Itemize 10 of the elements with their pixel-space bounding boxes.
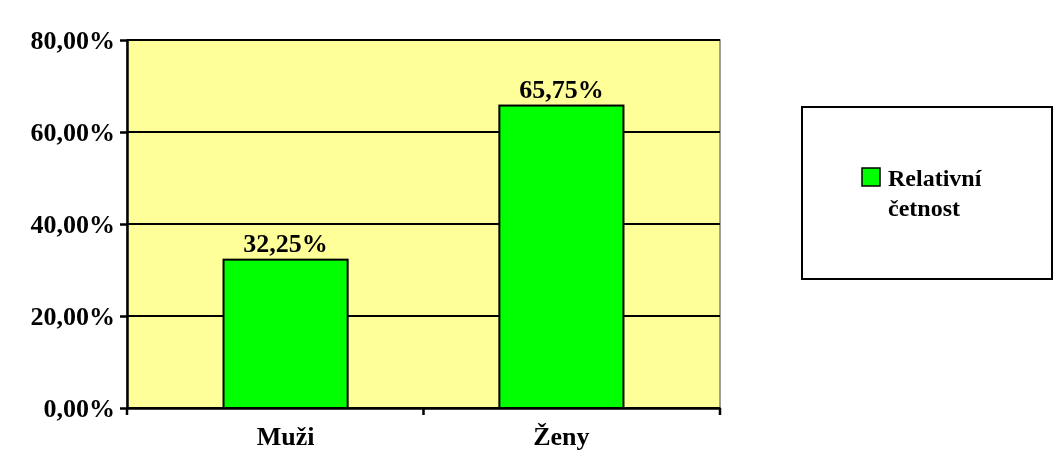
x-tick-label: Ženy xyxy=(533,422,590,452)
y-tick-label: 0,00% xyxy=(43,393,115,423)
y-tick-label: 80,00% xyxy=(30,25,115,55)
y-tick-label: 20,00% xyxy=(30,301,115,331)
data-label: 32,25% xyxy=(243,228,328,258)
legend-label: Relativní četnost xyxy=(888,165,982,221)
y-tick-label: 60,00% xyxy=(30,117,115,147)
y-tick-label: 40,00% xyxy=(30,209,115,239)
x-tick-label: Muži xyxy=(256,422,315,452)
data-label: 65,75% xyxy=(519,74,604,104)
